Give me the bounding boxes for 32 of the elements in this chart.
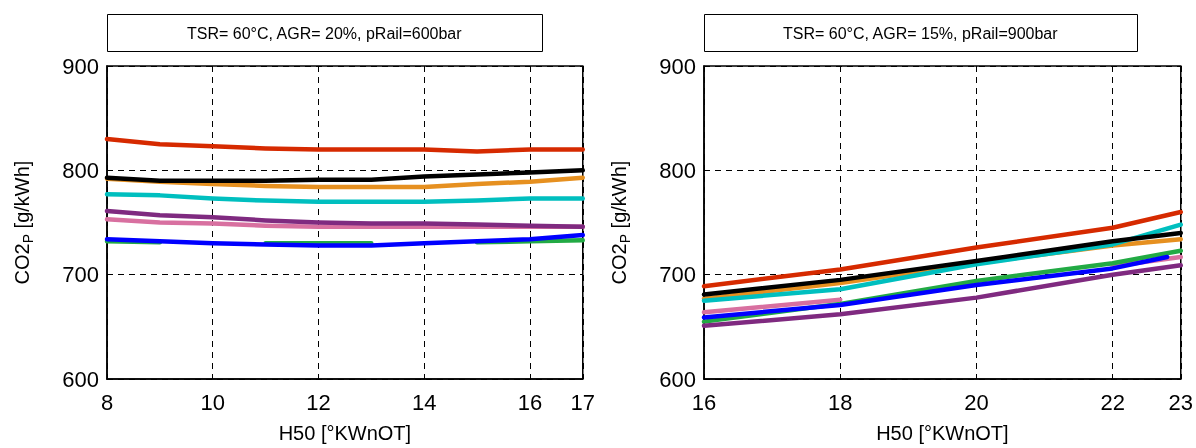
- chart-title: TSR= 60°C, AGR= 15%, pRail=900bar: [783, 24, 1059, 42]
- x-tick-label: 16: [517, 389, 543, 415]
- line-series: [104, 232, 586, 248]
- x-tick-label: 23: [1168, 389, 1194, 415]
- line-series: [701, 222, 1184, 303]
- y-axis-title: CO2P [g/kWh]: [608, 160, 633, 285]
- x-axis-title: H50 [°KWnOT]: [876, 422, 1009, 444]
- x-tick-label: 18: [827, 389, 853, 415]
- y-tick-label: 700: [62, 262, 99, 288]
- x-tick-label: 10: [200, 389, 225, 415]
- line-series: [104, 208, 586, 229]
- y-axis-title: CO2P [g/kWh]: [11, 160, 36, 285]
- line-series: [701, 209, 1184, 289]
- x-tick-label: 14: [411, 389, 437, 415]
- x-tick-label: 22: [1100, 389, 1125, 415]
- y-tick-label: 600: [659, 366, 696, 392]
- y-tick-label: 700: [659, 262, 696, 288]
- x-tick-label: 20: [964, 389, 989, 415]
- y-tick-label: 600: [62, 366, 99, 392]
- chart-title: TSR= 60°C, AGR= 20%, pRail=600bar: [187, 24, 463, 42]
- x-tick-label: 16: [691, 389, 717, 415]
- x-tick-label: 8: [100, 389, 114, 415]
- line-series: [104, 136, 586, 154]
- y-tick-label: 800: [659, 157, 696, 183]
- x-tick-label: 12: [306, 389, 331, 415]
- x-tick-label: 17: [570, 389, 596, 415]
- y-tick-label: 900: [62, 53, 99, 79]
- y-tick-label: 800: [62, 157, 99, 183]
- y-tick-label: 900: [659, 53, 696, 79]
- x-axis-title: H50 [°KWnOT]: [278, 422, 412, 444]
- line-series: [701, 263, 1184, 329]
- line-series: [104, 192, 586, 204]
